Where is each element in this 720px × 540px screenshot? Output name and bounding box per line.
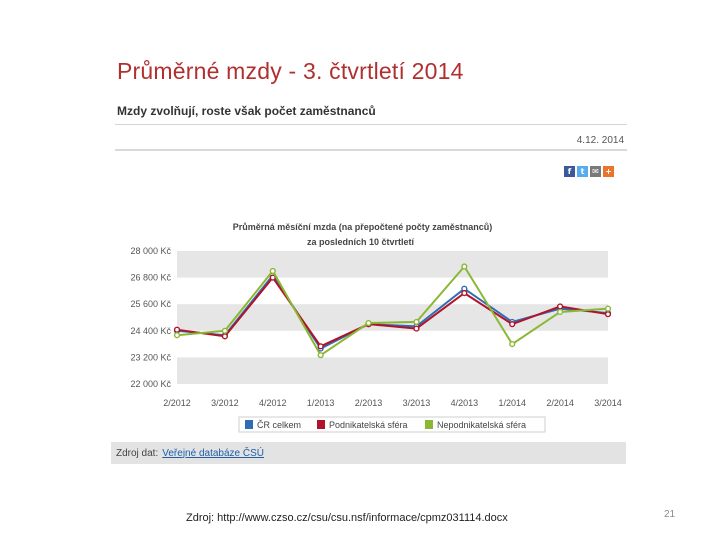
x-tick-label: 2/2012 — [163, 398, 191, 408]
data-point — [509, 321, 516, 328]
source-link[interactable]: Veřejné databáze ČSÚ — [162, 447, 264, 459]
x-tick-label: 2/2013 — [355, 398, 383, 408]
data-point — [317, 343, 324, 350]
chart-band — [177, 357, 608, 384]
legend-swatch — [425, 420, 433, 429]
y-tick-label: 23 200 Kč — [130, 352, 171, 362]
legend-swatch — [317, 420, 325, 429]
divider — [115, 124, 627, 125]
chart-subtitle: za posledních 10 čtvrtletí — [307, 237, 415, 247]
x-tick-label: 1/2014 — [498, 398, 526, 408]
y-tick-label: 24 400 Kč — [130, 326, 171, 336]
chart-panel: Průměrná měsíční mzda (na přepočtené poč… — [111, 208, 626, 464]
x-tick-label: 3/2013 — [403, 398, 431, 408]
data-point — [317, 352, 324, 359]
series-line — [176, 275, 609, 348]
data-point — [173, 326, 181, 333]
series-line — [176, 264, 609, 357]
x-tick-label: 2/2014 — [546, 398, 574, 408]
data-point — [173, 332, 181, 339]
twitter-icon[interactable]: t — [577, 166, 588, 177]
data-point — [461, 263, 468, 270]
chart-band — [177, 251, 608, 278]
data-point — [557, 308, 564, 316]
article-title: Průměrné mzdy - 3. čtvrtletí 2014 — [117, 58, 464, 84]
page-number: 21 — [664, 509, 676, 520]
data-point — [461, 290, 468, 297]
article-date: 4.12. 2014 — [576, 135, 624, 146]
x-tick-label: 4/2012 — [259, 398, 287, 408]
line-chart: Průměrná měsíční mzda (na přepočtené poč… — [130, 222, 622, 433]
legend-label: Podnikatelská sféra — [329, 420, 408, 430]
facebook-icon[interactable]: f — [564, 166, 575, 177]
source-label: Zdroj dat: — [116, 447, 159, 459]
share-more-icon[interactable]: + — [603, 166, 614, 177]
article-subtitle: Mzdy zvolňují, roste však počet zaměstna… — [117, 104, 376, 118]
data-point — [413, 325, 420, 332]
chart-source-bar: Zdroj dat: Veřejné databáze ČSÚ — [111, 442, 626, 464]
y-tick-label: 28 000 Kč — [130, 246, 171, 256]
chart-area: Průměrná měsíční mzda (na přepočtené poč… — [111, 208, 626, 442]
y-tick-label: 26 800 Kč — [130, 273, 171, 283]
footer-source: Zdroj: http://www.czso.cz/csu/csu.nsf/in… — [186, 512, 508, 524]
data-point — [557, 303, 564, 310]
data-point — [269, 267, 276, 275]
y-tick-label: 22 000 Kč — [130, 379, 171, 389]
data-point — [221, 327, 228, 334]
x-tick-label: 4/2013 — [451, 398, 479, 408]
x-tick-label: 1/2013 — [307, 398, 335, 408]
data-point — [604, 305, 612, 312]
data-point — [413, 318, 420, 326]
data-point — [604, 311, 612, 318]
legend-label: Nepodnikatelská sféra — [437, 420, 526, 430]
legend-label: ČR celkem — [257, 420, 301, 430]
y-tick-label: 25 600 Kč — [130, 299, 171, 309]
x-tick-label: 3/2012 — [211, 398, 239, 408]
chart-title: Průměrná měsíční mzda (na přepočtené poč… — [233, 222, 493, 232]
data-point — [269, 274, 276, 281]
data-point — [365, 319, 372, 327]
divider — [115, 149, 627, 151]
legend-box — [238, 416, 546, 433]
legend-swatch — [245, 420, 253, 429]
x-tick-label: 3/2014 — [594, 398, 622, 408]
data-point — [221, 333, 228, 340]
share-toolbar: f t ✉ + — [564, 166, 614, 177]
data-point — [509, 341, 516, 348]
email-icon[interactable]: ✉ — [590, 166, 601, 177]
